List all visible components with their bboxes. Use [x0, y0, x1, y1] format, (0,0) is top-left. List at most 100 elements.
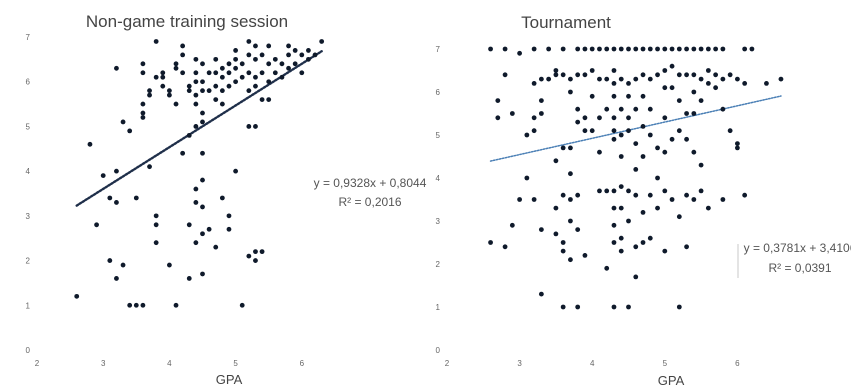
- data-point: [611, 68, 617, 73]
- data-point: [582, 115, 588, 121]
- y-tick-label: 2: [26, 257, 31, 266]
- data-point: [200, 204, 205, 210]
- y-tick-label: 0: [436, 346, 441, 355]
- data-point: [219, 88, 225, 94]
- data-point: [160, 83, 166, 89]
- data-point: [246, 52, 252, 58]
- data-point: [735, 141, 740, 147]
- data-point: [640, 46, 646, 52]
- data-point: [114, 276, 119, 281]
- data-point: [597, 76, 602, 82]
- data-point: [568, 89, 573, 95]
- data-point: [640, 154, 646, 159]
- data-point: [669, 46, 675, 52]
- data-point: [589, 128, 595, 134]
- data-point: [213, 97, 219, 102]
- data-point: [633, 106, 639, 112]
- x-tick-label: 2: [35, 359, 40, 368]
- data-point: [94, 222, 99, 228]
- data-point: [633, 46, 639, 52]
- data-point: [560, 304, 566, 310]
- data-point: [662, 85, 668, 91]
- data-point: [173, 101, 179, 107]
- data-point: [233, 65, 239, 71]
- data-point: [272, 70, 278, 76]
- data-point: [253, 249, 258, 255]
- data-point: [655, 175, 660, 181]
- data-point: [749, 46, 755, 52]
- data-point: [193, 124, 199, 129]
- data-point: [626, 93, 631, 99]
- data-point: [299, 52, 305, 58]
- data-point: [618, 46, 624, 52]
- data-point: [546, 46, 552, 52]
- data-point: [538, 98, 544, 103]
- data-point: [219, 74, 225, 80]
- data-point: [186, 83, 192, 89]
- data-point: [640, 93, 646, 99]
- data-point: [180, 52, 186, 58]
- trendline: [489, 95, 782, 162]
- data-point: [153, 213, 159, 219]
- data-point: [553, 158, 559, 164]
- data-point: [604, 76, 610, 82]
- r-squared-label: R² = 0,0391: [768, 261, 831, 275]
- data-point: [213, 56, 219, 62]
- data-point: [319, 39, 325, 44]
- data-point: [662, 188, 668, 194]
- data-point: [691, 149, 697, 155]
- data-point: [647, 106, 653, 112]
- y-tick-label: 2: [436, 260, 441, 269]
- y-tick-label: 6: [436, 88, 441, 97]
- data-point: [626, 304, 631, 310]
- data-point: [742, 192, 748, 198]
- data-point: [647, 46, 653, 52]
- data-point: [107, 195, 113, 201]
- data-point: [611, 81, 617, 86]
- data-point: [531, 128, 537, 134]
- data-point: [140, 101, 146, 107]
- data-point: [560, 145, 566, 151]
- data-point: [662, 115, 668, 121]
- data-point: [568, 171, 573, 177]
- data-point: [531, 197, 537, 202]
- trendline-equation: y = 0,9328x + 0,8044: [314, 176, 427, 190]
- data-point: [226, 213, 232, 219]
- x-axis-label: GPA: [216, 372, 243, 387]
- data-point: [553, 68, 559, 73]
- data-point: [633, 167, 639, 172]
- data-point: [127, 128, 133, 134]
- data-point: [684, 46, 689, 52]
- data-point: [200, 150, 205, 156]
- data-point: [669, 136, 675, 142]
- data-point: [114, 168, 119, 174]
- data-point: [531, 81, 537, 86]
- data-point: [200, 110, 205, 116]
- data-point: [259, 249, 265, 255]
- data-point: [560, 240, 566, 245]
- data-point: [727, 72, 733, 78]
- data-point: [727, 128, 733, 134]
- data-point: [684, 244, 689, 250]
- data-point: [266, 79, 272, 85]
- data-point: [626, 218, 631, 224]
- data-point: [213, 83, 219, 89]
- data-point: [662, 46, 668, 52]
- data-point: [279, 74, 285, 80]
- data-point: [193, 101, 199, 107]
- data-point: [720, 106, 726, 112]
- data-point: [626, 188, 631, 194]
- data-point: [640, 72, 646, 78]
- y-tick-label: 7: [436, 45, 441, 54]
- data-point: [114, 200, 119, 205]
- data-point: [684, 72, 689, 78]
- data-point: [186, 222, 192, 228]
- data-point: [582, 253, 588, 258]
- y-tick-label: 3: [436, 217, 441, 226]
- data-point: [147, 88, 152, 94]
- data-point: [647, 76, 653, 82]
- chart-title: Non-game training session: [86, 12, 288, 31]
- data-point: [655, 72, 660, 78]
- plot-area: 0 1 2 3 4 5 6 7 2 3 4 5 6: [436, 45, 784, 368]
- data-point: [604, 106, 610, 112]
